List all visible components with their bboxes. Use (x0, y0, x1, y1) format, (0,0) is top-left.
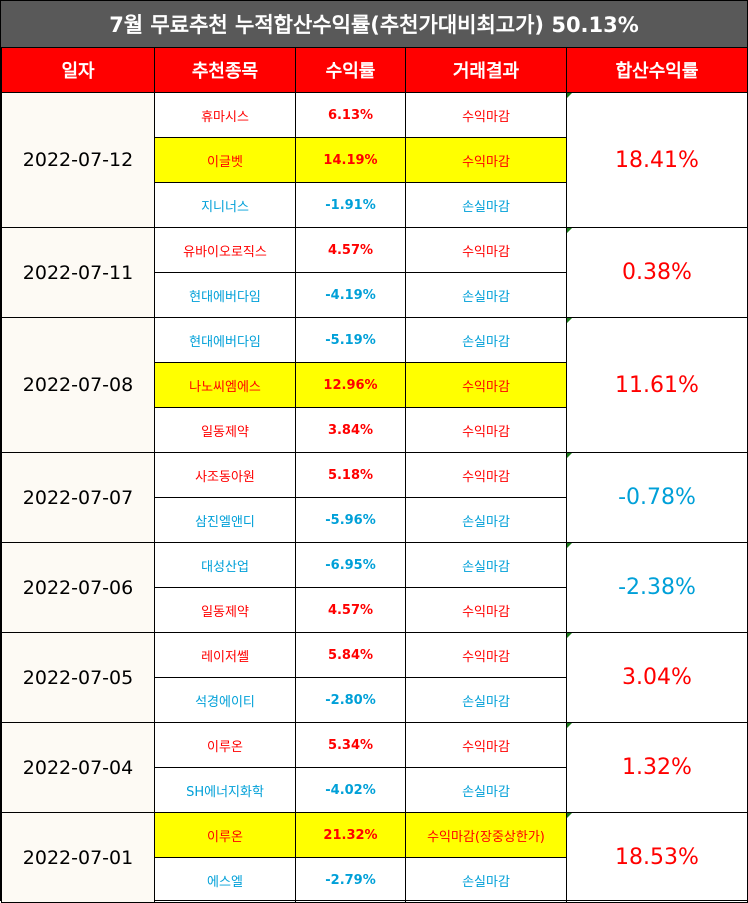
page-title: 7월 무료추천 누적합산수익률(추천가대비최고가) 50.13% (1, 1, 747, 47)
total-return-cell: 18.41% (566, 92, 748, 228)
result-cell: 수익마감 (405, 722, 567, 768)
return-cell: 5.34% (295, 722, 406, 768)
return-cell: 3.84% (295, 407, 406, 453)
table-row: 2022-07-05 레이저쎌 5.84% 수익마감 3.04% (1, 632, 748, 723)
stock-cell: 나노씨엠에스 (154, 362, 296, 408)
stock-cell: 에스엘 (154, 857, 296, 903)
date-cell: 2022-07-11 (1, 227, 155, 318)
return-cell: -4.02% (295, 767, 406, 813)
stock-cell: 대성산업 (154, 542, 296, 588)
return-cell: 21.32% (295, 812, 406, 858)
return-cell: -4.19% (295, 272, 406, 318)
date-cell: 2022-07-06 (1, 542, 155, 633)
return-cell: 4.57% (295, 227, 406, 273)
stock-cell: 석경에이티 (154, 677, 296, 723)
result-cell: 손실마감 (405, 677, 567, 723)
results-table: 일자 추천종목 수익률 거래결과 합산수익률 2022-07-12 휴마시스 6.1… (1, 47, 748, 903)
total-return-cell: 1.32% (566, 722, 748, 813)
result-cell: 수익마감 (405, 362, 567, 408)
total-return-cell: 18.53% (566, 812, 748, 903)
table-row: 2022-07-11 유바이오로직스 4.57% 수익마감 0.38% (1, 227, 748, 318)
table-row: SH에너지화학 -4.02% 손실마감 (2, 767, 748, 813)
header-stock: 추천종목 (154, 47, 296, 93)
return-cell: -6.95% (295, 542, 406, 588)
table-row: 에스엘 -2.79% 손실마감 (2, 857, 748, 903)
stock-cell: 지니너스 (154, 182, 296, 228)
result-cell: 수익마감 (405, 632, 567, 678)
header-total: 합산수익률 (566, 47, 748, 93)
total-return-cell: -2.38% (566, 542, 748, 633)
table-row: 2022-07-04 이루온 5.34% 수익마감 1.32% (1, 722, 748, 813)
date-cell: 2022-07-08 (1, 317, 155, 453)
header-date: 일자 (1, 47, 155, 93)
stock-cell: 휴마시스 (154, 92, 296, 138)
result-cell: 손실마감 (405, 317, 567, 363)
table-row: 나노씨엠에스 12.96% 수익마감 (2, 362, 748, 408)
date-cell: 2022-07-07 (1, 452, 155, 543)
result-cell: 수익마감 (405, 137, 567, 183)
result-cell: 수익마감 (405, 587, 567, 633)
table-row: 삼진엘앤디 -5.96% 손실마감 (2, 497, 748, 543)
date-cell: 2022-07-12 (1, 92, 155, 228)
stock-cell: 유바이오로직스 (154, 227, 296, 273)
table-row: 2022-07-12 휴마시스 6.13% 수익마감 18.41% (1, 92, 748, 228)
return-cell: -2.79% (295, 857, 406, 903)
table-row: 일동제약 4.57% 수익마감 (2, 587, 748, 633)
table-row: 현대에버다임 -4.19% 손실마감 (2, 272, 748, 318)
result-cell: 수익마감(장중상한가) (405, 812, 567, 858)
result-cell: 손실마감 (405, 182, 567, 228)
stock-cell: 현대에버다임 (154, 317, 296, 363)
total-return-cell: 11.61% (566, 317, 748, 453)
stock-cell: 일동제약 (154, 407, 296, 453)
total-return-cell: 3.04% (566, 632, 748, 723)
stock-cell: 삼진엘앤디 (154, 497, 296, 543)
result-cell: 손실마감 (405, 767, 567, 813)
result-cell: 손실마감 (405, 272, 567, 318)
return-cell: -5.19% (295, 317, 406, 363)
stock-cell: 레이저쎌 (154, 632, 296, 678)
table-row: 석경에이티 -2.80% 손실마감 (2, 677, 748, 723)
stock-cell: 이루온 (154, 812, 296, 858)
total-return-cell: 0.38% (566, 227, 748, 318)
date-cell: 2022-07-04 (1, 722, 155, 813)
return-cell: -1.91% (295, 182, 406, 228)
date-cell: 2022-07-05 (1, 632, 155, 723)
total-return-cell: -0.78% (566, 452, 748, 543)
result-cell: 수익마감 (405, 407, 567, 453)
date-cell: 2022-07-01 (1, 812, 155, 903)
table-row: 2022-07-07 사조동아원 5.18% 수익마감 -0.78% (1, 452, 748, 543)
table-row: 2022-07-08 현대에버다임 -5.19% 손실마감 11.61% (1, 317, 748, 453)
result-cell: 수익마감 (405, 92, 567, 138)
return-cell: 5.18% (295, 452, 406, 498)
result-cell: 수익마감 (405, 227, 567, 273)
table-row: 지니너스 -1.91% 손실마감 (2, 182, 748, 228)
return-cell: 14.19% (295, 137, 406, 183)
stock-cell: SH에너지화학 (154, 767, 296, 813)
table-row: 이글벳 14.19% 수익마감 (2, 137, 748, 183)
stock-cell: 이루온 (154, 722, 296, 768)
return-cell: 12.96% (295, 362, 406, 408)
return-cell: -5.96% (295, 497, 406, 543)
stock-cell: 현대에버다임 (154, 272, 296, 318)
header-row: 일자 추천종목 수익률 거래결과 합산수익률 (1, 47, 748, 93)
stock-cell: 일동제약 (154, 587, 296, 633)
table-row: 일동제약 3.84% 수익마감 (2, 407, 748, 453)
table-row: 2022-07-01 이루온 21.32% 수익마감(장중상한가) 18.53% (1, 812, 748, 903)
table-row: 2022-07-06 대성산업 -6.95% 손실마감 -2.38% (1, 542, 748, 633)
header-return: 수익률 (295, 47, 406, 93)
stock-cell: 사조동아원 (154, 452, 296, 498)
result-cell: 손실마감 (405, 497, 567, 543)
return-cell: 6.13% (295, 92, 406, 138)
stock-cell: 이글벳 (154, 137, 296, 183)
result-cell: 손실마감 (405, 542, 567, 588)
result-cell: 손실마감 (405, 857, 567, 903)
return-cell: 4.57% (295, 587, 406, 633)
result-cell: 수익마감 (405, 452, 567, 498)
table-body: 2022-07-12 휴마시스 6.13% 수익마감 18.41% 이글벳 14.19% 수익… (1, 92, 748, 903)
return-cell: 5.84% (295, 632, 406, 678)
return-cell: -2.80% (295, 677, 406, 723)
header-result: 거래결과 (405, 47, 567, 93)
